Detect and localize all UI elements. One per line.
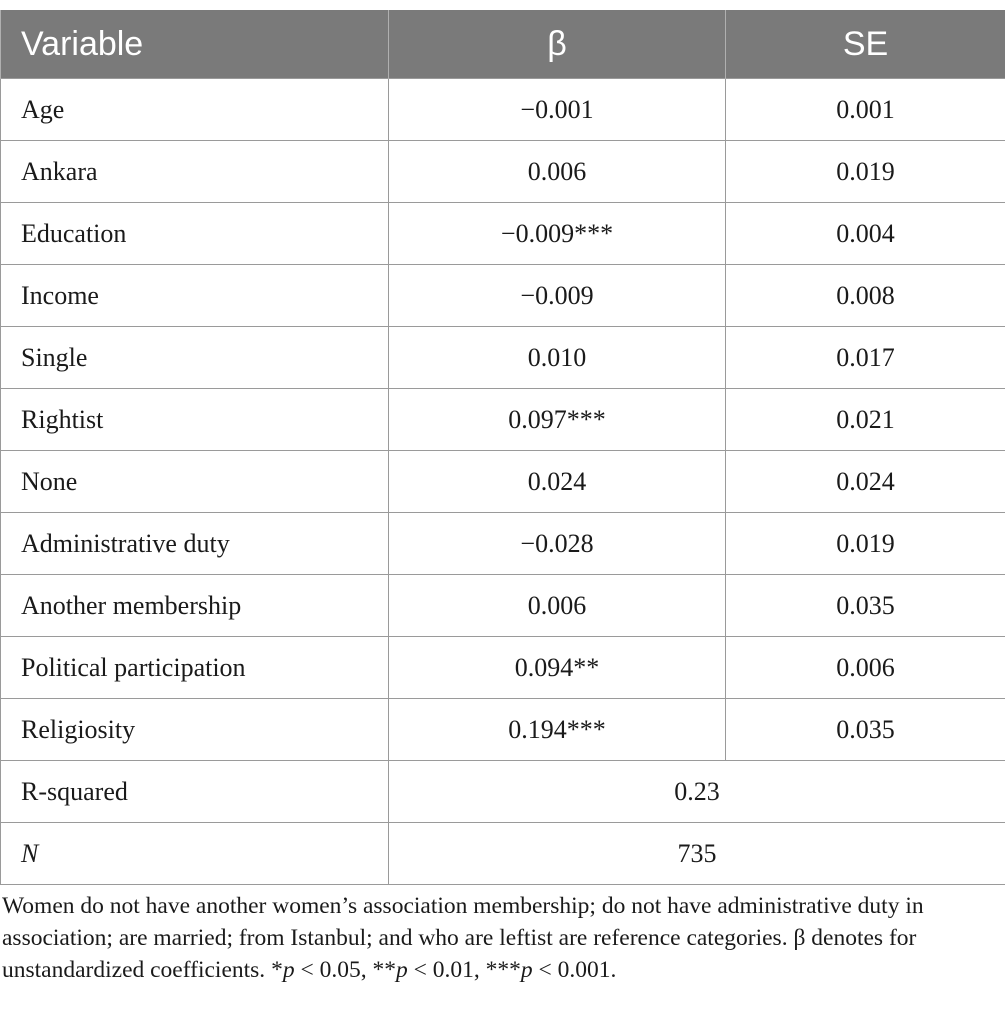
table-row: Single 0.010 0.017: [0, 326, 1005, 389]
summary-row-r-squared: R-squared 0.23: [0, 760, 1005, 823]
summary-label: R-squared: [0, 760, 389, 823]
sig-threshold-3: < 0.001.: [532, 957, 617, 983]
se-cell: 0.035: [725, 574, 1005, 637]
beta-cell: −0.009***: [388, 202, 726, 265]
beta-cell: 0.006: [388, 574, 726, 637]
se-cell: 0.019: [725, 512, 1005, 575]
table-header: Variable β SE: [0, 10, 1005, 79]
summary-label: N: [0, 822, 389, 885]
variable-cell: None: [0, 450, 389, 513]
se-cell: 0.001: [725, 78, 1005, 141]
table-row: None 0.024 0.024: [0, 450, 1005, 513]
se-cell: 0.019: [725, 140, 1005, 203]
summary-value: 0.23: [388, 760, 1005, 823]
table-row: Administrative duty −0.028 0.019: [0, 512, 1005, 575]
header-beta: β: [388, 10, 726, 79]
variable-cell: Age: [0, 78, 389, 141]
table-row: Political participation 0.094** 0.006: [0, 636, 1005, 699]
se-cell: 0.035: [725, 698, 1005, 761]
se-cell: 0.008: [725, 264, 1005, 327]
se-cell: 0.006: [725, 636, 1005, 699]
variable-cell: Administrative duty: [0, 512, 389, 575]
beta-cell: 0.094**: [388, 636, 726, 699]
sig-threshold-2: < 0.01,: [407, 957, 486, 983]
sig-stars-2: **: [372, 957, 396, 983]
beta-cell: 0.194***: [388, 698, 726, 761]
variable-cell: Religiosity: [0, 698, 389, 761]
sig-stars-3: ***: [485, 957, 521, 983]
beta-cell: −0.001: [388, 78, 726, 141]
sig-stars-1: *: [271, 957, 283, 983]
table-row: Age −0.001 0.001: [0, 78, 1005, 141]
table-row: Ankara 0.006 0.019: [0, 140, 1005, 203]
variable-cell: Another membership: [0, 574, 389, 637]
variable-cell: Income: [0, 264, 389, 327]
se-cell: 0.021: [725, 388, 1005, 451]
footnote-text: Women do not have another women’s associ…: [2, 893, 924, 983]
table-row: Religiosity 0.194*** 0.035: [0, 698, 1005, 761]
regression-table-container: Variable β SE Age −0.001 0.001 Ankara 0.…: [0, 10, 1005, 885]
variable-cell: Education: [0, 202, 389, 265]
sig-p-1: p: [282, 957, 295, 983]
header-row: Variable β SE: [0, 10, 1005, 79]
header-variable: Variable: [0, 10, 389, 79]
sig-p-3: p: [520, 957, 533, 983]
variable-cell: Rightist: [0, 388, 389, 451]
table-row: Education −0.009*** 0.004: [0, 202, 1005, 265]
summary-value: 735: [388, 822, 1005, 885]
beta-cell: −0.028: [388, 512, 726, 575]
regression-table: Variable β SE Age −0.001 0.001 Ankara 0.…: [0, 10, 1005, 885]
table-footnote: Women do not have another women’s associ…: [2, 890, 992, 986]
summary-row-n: N 735: [0, 822, 1005, 885]
se-cell: 0.004: [725, 202, 1005, 265]
variable-cell: Single: [0, 326, 389, 389]
table-row: Rightist 0.097*** 0.021: [0, 388, 1005, 451]
table-row: Another membership 0.006 0.035: [0, 574, 1005, 637]
beta-cell: 0.097***: [388, 388, 726, 451]
variable-cell: Ankara: [0, 140, 389, 203]
se-cell: 0.017: [725, 326, 1005, 389]
beta-cell: 0.024: [388, 450, 726, 513]
header-se: SE: [725, 10, 1005, 79]
sig-p-2: p: [395, 957, 408, 983]
table-row: Income −0.009 0.008: [0, 264, 1005, 327]
beta-cell: 0.010: [388, 326, 726, 389]
beta-cell: 0.006: [388, 140, 726, 203]
table-body: Age −0.001 0.001 Ankara 0.006 0.019 Educ…: [0, 78, 1005, 885]
se-cell: 0.024: [725, 450, 1005, 513]
variable-cell: Political participation: [0, 636, 389, 699]
beta-cell: −0.009: [388, 264, 726, 327]
sig-threshold-1: < 0.05,: [294, 957, 373, 983]
